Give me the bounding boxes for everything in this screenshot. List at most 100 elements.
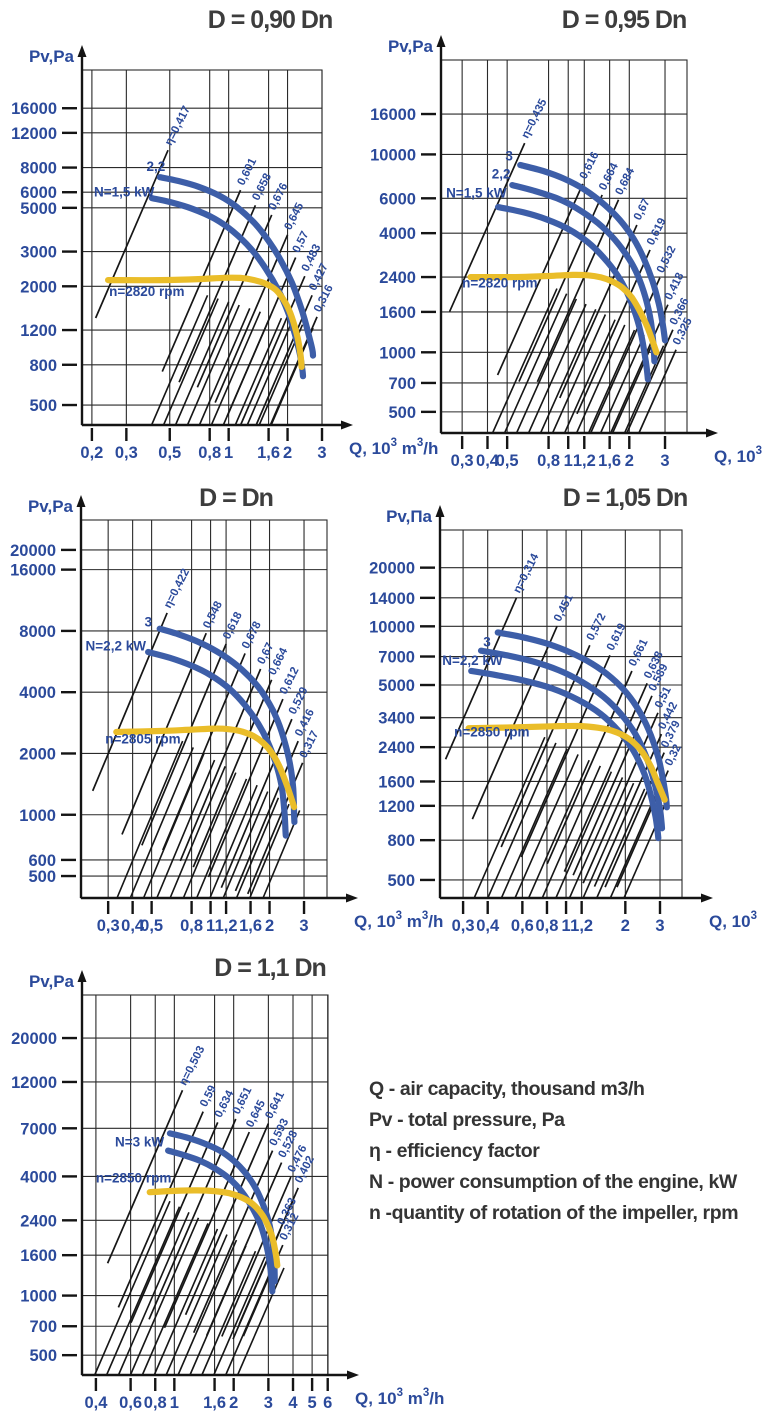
svg-text:0,3: 0,3	[451, 452, 474, 470]
svg-text:2000: 2000	[20, 278, 57, 296]
svg-text:500: 500	[387, 872, 415, 890]
svg-text:16000: 16000	[10, 562, 56, 580]
svg-text:η=0,503: η=0,503	[177, 1044, 207, 1087]
chart-title-d-0-95-dn: D = 0,95 Dn	[561, 6, 687, 34]
svg-text:2,2: 2,2	[146, 159, 165, 174]
svg-text:4000: 4000	[379, 225, 416, 243]
svg-text:1000: 1000	[20, 1288, 57, 1306]
svg-text:500: 500	[388, 404, 416, 422]
svg-text:n=2850 rpm: n=2850 rpm	[454, 725, 529, 740]
svg-text:Pv,Pa: Pv,Pa	[388, 37, 434, 56]
chart-d-0-90-dn: η=0,4170,6010,6580,6760,6450,570,4830,42…	[11, 45, 438, 462]
svg-text:2400: 2400	[378, 739, 415, 757]
chart-title-d-1-05-dn: D = 1,05 Dn	[562, 484, 688, 512]
svg-text:500: 500	[28, 868, 56, 886]
svg-text:3400: 3400	[378, 710, 415, 728]
svg-text:N=2,2 kW: N=2,2 kW	[442, 653, 503, 668]
svg-text:0,645: 0,645	[283, 201, 307, 233]
svg-text:2: 2	[283, 444, 292, 462]
svg-text:n=2805 rpm: n=2805 rpm	[105, 731, 180, 746]
svg-text:N=3 kW: N=3 kW	[115, 1135, 164, 1150]
svg-text:1,6: 1,6	[598, 452, 621, 470]
svg-text:14000: 14000	[369, 590, 415, 608]
svg-text:0,8: 0,8	[180, 917, 203, 935]
svg-text:3000: 3000	[20, 244, 57, 262]
svg-text:600: 600	[28, 852, 56, 870]
svg-text:0,4: 0,4	[84, 1394, 108, 1412]
svg-text:η=0,314: η=0,314	[511, 551, 541, 595]
svg-text:3: 3	[660, 452, 669, 470]
svg-text:0,8: 0,8	[537, 452, 560, 470]
svg-text:1,2: 1,2	[573, 452, 596, 470]
svg-text:1600: 1600	[379, 304, 416, 322]
svg-text:0,59: 0,59	[198, 1084, 219, 1109]
svg-text:0,67: 0,67	[632, 197, 653, 222]
svg-text:5000: 5000	[378, 677, 415, 695]
svg-text:0,8: 0,8	[144, 1394, 167, 1412]
svg-text:0,3: 0,3	[115, 444, 138, 462]
svg-text:700: 700	[29, 1318, 57, 1336]
svg-text:Pv,Pa: Pv,Pa	[29, 47, 75, 66]
svg-text:N=1,5 kW: N=1,5 kW	[446, 186, 507, 201]
svg-text:Q, 103 m3/h: Q, 103 m3/h	[349, 437, 438, 458]
svg-text:0,601: 0,601	[236, 156, 260, 188]
svg-text:Pv,Pa: Pv,Pa	[29, 972, 75, 991]
legend-line-q: Q - air capacity, thousand m3/h	[369, 1078, 645, 1100]
svg-text:6: 6	[323, 1394, 332, 1412]
svg-text:20000: 20000	[369, 560, 415, 578]
svg-text:20000: 20000	[10, 542, 56, 560]
svg-text:12000: 12000	[11, 1074, 57, 1092]
svg-text:0,5: 0,5	[158, 444, 181, 462]
svg-text:1: 1	[564, 452, 573, 470]
svg-text:2400: 2400	[379, 269, 416, 287]
svg-text:1: 1	[170, 1394, 179, 1412]
svg-text:1,2: 1,2	[570, 917, 593, 935]
svg-text:Q, 103 m3/h: Q, 103 m3/h	[714, 445, 762, 466]
svg-text:1000: 1000	[379, 344, 416, 362]
svg-text:0,4: 0,4	[476, 452, 500, 470]
svg-text:0,548: 0,548	[201, 599, 225, 631]
svg-text:2: 2	[265, 917, 274, 935]
svg-text:3: 3	[299, 917, 308, 935]
svg-text:0,451: 0,451	[552, 592, 576, 624]
legend-line-n-rpm: n -quantity of rotation of the impeller,…	[369, 1202, 739, 1224]
svg-text:η=0,417: η=0,417	[163, 104, 193, 147]
svg-text:Pv,Pa: Pv,Pa	[28, 497, 74, 516]
svg-text:0,8: 0,8	[198, 444, 221, 462]
svg-text:4: 4	[288, 1394, 298, 1412]
svg-text:0,2: 0,2	[80, 444, 103, 462]
svg-text:16000: 16000	[11, 100, 57, 118]
svg-text:1,6: 1,6	[203, 1394, 226, 1412]
legend: Q - air capacity, thousand m3/h Pv - tot…	[369, 1074, 739, 1229]
svg-text:0,678: 0,678	[240, 619, 264, 651]
svg-text:Pv,Па: Pv,Па	[386, 507, 432, 526]
chart-d-1-05-dn: η=0,3140,4510,5720,6190,6610,6380,5890,5…	[369, 505, 762, 935]
svg-text:12000: 12000	[11, 125, 57, 143]
svg-text:16000: 16000	[370, 106, 416, 124]
svg-text:3: 3	[317, 444, 326, 462]
svg-text:N=1,5 kW: N=1,5 kW	[94, 185, 155, 200]
svg-text:1,6: 1,6	[239, 917, 262, 935]
svg-text:1: 1	[206, 917, 215, 935]
svg-text:n=2820 rpm: n=2820 rpm	[462, 276, 537, 291]
svg-text:1000: 1000	[19, 807, 56, 825]
svg-text:2400: 2400	[20, 1212, 57, 1230]
legend-line-n-power: N - power consumption of the engine, kW	[369, 1171, 737, 1193]
svg-text:3: 3	[483, 634, 491, 649]
svg-text:0,4: 0,4	[476, 917, 500, 935]
svg-text:Q, 103 m3/h: Q, 103 m3/h	[354, 910, 443, 931]
svg-text:1200: 1200	[20, 322, 57, 340]
svg-text:5: 5	[308, 1394, 317, 1412]
svg-text:1,2: 1,2	[215, 917, 238, 935]
svg-text:1: 1	[561, 917, 570, 935]
svg-text:5000: 5000	[20, 200, 57, 218]
svg-text:Q, 103 m3/h: Q, 103 m3/h	[355, 1387, 444, 1408]
legend-line-eta: η - efficiency factor	[369, 1140, 540, 1162]
svg-text:800: 800	[387, 832, 415, 850]
chart-title-d-1-1-dn: D = 1,1 Dn	[214, 954, 327, 982]
svg-text:7000: 7000	[378, 649, 415, 667]
svg-text:700: 700	[388, 375, 416, 393]
svg-text:η=0,422: η=0,422	[162, 567, 192, 610]
